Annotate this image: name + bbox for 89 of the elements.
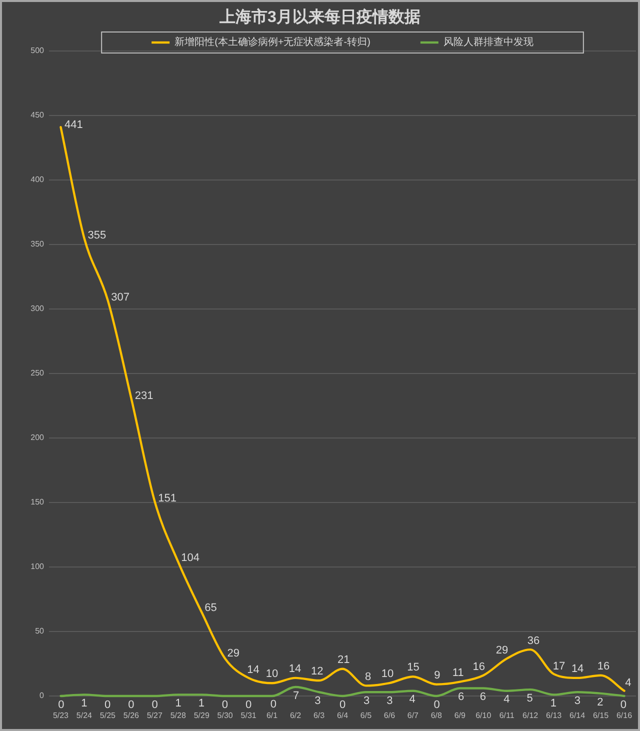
- x-tick-label: 6/6: [384, 711, 396, 720]
- x-tick-label: 5/30: [217, 711, 233, 720]
- data-label: 15: [407, 662, 420, 674]
- data-label: 104: [181, 552, 200, 564]
- data-label: 6: [480, 691, 486, 704]
- data-label: 0: [58, 698, 64, 711]
- y-tick-label: 200: [30, 433, 44, 442]
- data-label: 0: [339, 698, 346, 711]
- data-label: 29: [227, 647, 240, 660]
- data-label: 65: [204, 602, 217, 614]
- x-tick-label: 6/16: [616, 711, 632, 720]
- data-label: 0: [222, 698, 228, 711]
- y-tick-label: 300: [30, 304, 44, 314]
- x-tick-label: 6/11: [499, 711, 514, 720]
- data-label: 29: [496, 644, 508, 657]
- x-tick-label: 6/4: [336, 711, 348, 720]
- x-tick-label: 5/27: [146, 711, 162, 720]
- data-label: 4: [409, 694, 416, 706]
- x-tick-label: 6/3: [313, 711, 325, 720]
- data-label: 12: [310, 666, 324, 678]
- data-label: 0: [434, 698, 440, 711]
- title: 上海市3月以来每日疫情数据: [220, 9, 420, 26]
- y-tick-label: 450: [30, 110, 44, 120]
- data-label: 8: [364, 670, 372, 683]
- data-label: 1: [175, 698, 182, 710]
- legend-label: 新增阳性(本土确诊病例+无症状感染者-转归): [174, 37, 370, 48]
- data-label: 1: [550, 698, 556, 710]
- data-label: 441: [64, 119, 83, 132]
- y-tick-label: 400: [30, 175, 44, 184]
- data-label: 3: [364, 695, 370, 707]
- data-label: 6: [458, 691, 464, 704]
- data-label: 7: [293, 690, 300, 702]
- data-label: 4: [625, 677, 632, 690]
- data-label: 9: [434, 669, 440, 682]
- y-tick-label: 50: [35, 626, 44, 636]
- y-tick-label: 150: [30, 498, 44, 507]
- data-label: 16: [472, 661, 486, 674]
- data-label: 17: [552, 660, 566, 672]
- data-label: 307: [111, 291, 130, 304]
- x-tick-label: 5/25: [100, 711, 116, 720]
- data-label: 1: [198, 698, 204, 710]
- x-tick-label: 5/24: [76, 711, 92, 720]
- x-tick-label: 5/26: [123, 711, 139, 720]
- data-label: 0: [152, 698, 158, 711]
- x-tick-label: 6/12: [522, 711, 538, 720]
- data-label: 231: [134, 390, 154, 402]
- data-label: 10: [266, 668, 278, 680]
- x-tick-label: 6/14: [570, 711, 586, 720]
- data-label: 151: [158, 492, 176, 505]
- x-tick-label: 5/28: [170, 711, 186, 720]
- x-tick-label: 5/29: [194, 711, 210, 720]
- legend-label: 风险人群排查中发现: [443, 37, 534, 48]
- data-label: 4: [504, 694, 510, 706]
- data-label: 14: [571, 662, 584, 675]
- x-tick-label: 6/9: [454, 711, 466, 720]
- x-tick-label: 6/1: [266, 711, 278, 720]
- x-tick-label: 6/13: [546, 711, 562, 720]
- x-tick-label: 6/8: [430, 711, 442, 720]
- x-tick-label: 5/31: [240, 711, 256, 720]
- data-label: 355: [88, 230, 106, 242]
- data-label: 3: [386, 695, 393, 708]
- data-label: 36: [527, 634, 540, 647]
- y-tick-label: 500: [30, 46, 44, 56]
- data-label: 0: [270, 698, 276, 711]
- y-tick-label: 100: [30, 562, 44, 572]
- data-label: 3: [574, 695, 581, 708]
- x-tick-label: 6/10: [476, 711, 492, 720]
- data-label: 11: [452, 666, 464, 679]
- x-tick-label: 6/7: [407, 711, 418, 720]
- x-tick-label: 6/5: [360, 711, 372, 720]
- y-tick-label: 350: [30, 240, 44, 249]
- data-label: 10: [381, 668, 394, 680]
- data-label: 0: [128, 698, 134, 711]
- y-tick-label: 0: [40, 691, 44, 700]
- data-label: 3: [314, 694, 321, 707]
- x-tick-label: 5/23: [52, 711, 69, 720]
- data-label: 16: [597, 660, 610, 673]
- data-label: 0: [620, 698, 627, 711]
- data-label: 21: [337, 654, 350, 666]
- data-label: 14: [288, 662, 302, 675]
- data-label: 0: [104, 698, 111, 711]
- x-tick-label: 6/15: [593, 711, 609, 720]
- x-tick-label: 6/2: [290, 711, 302, 720]
- data-label: 14: [247, 664, 260, 676]
- data-label: 1: [81, 698, 88, 710]
- y-tick-label: 250: [30, 368, 44, 378]
- data-label: 0: [246, 698, 252, 711]
- data-label: 5: [526, 692, 533, 704]
- data-label: 2: [597, 696, 604, 708]
